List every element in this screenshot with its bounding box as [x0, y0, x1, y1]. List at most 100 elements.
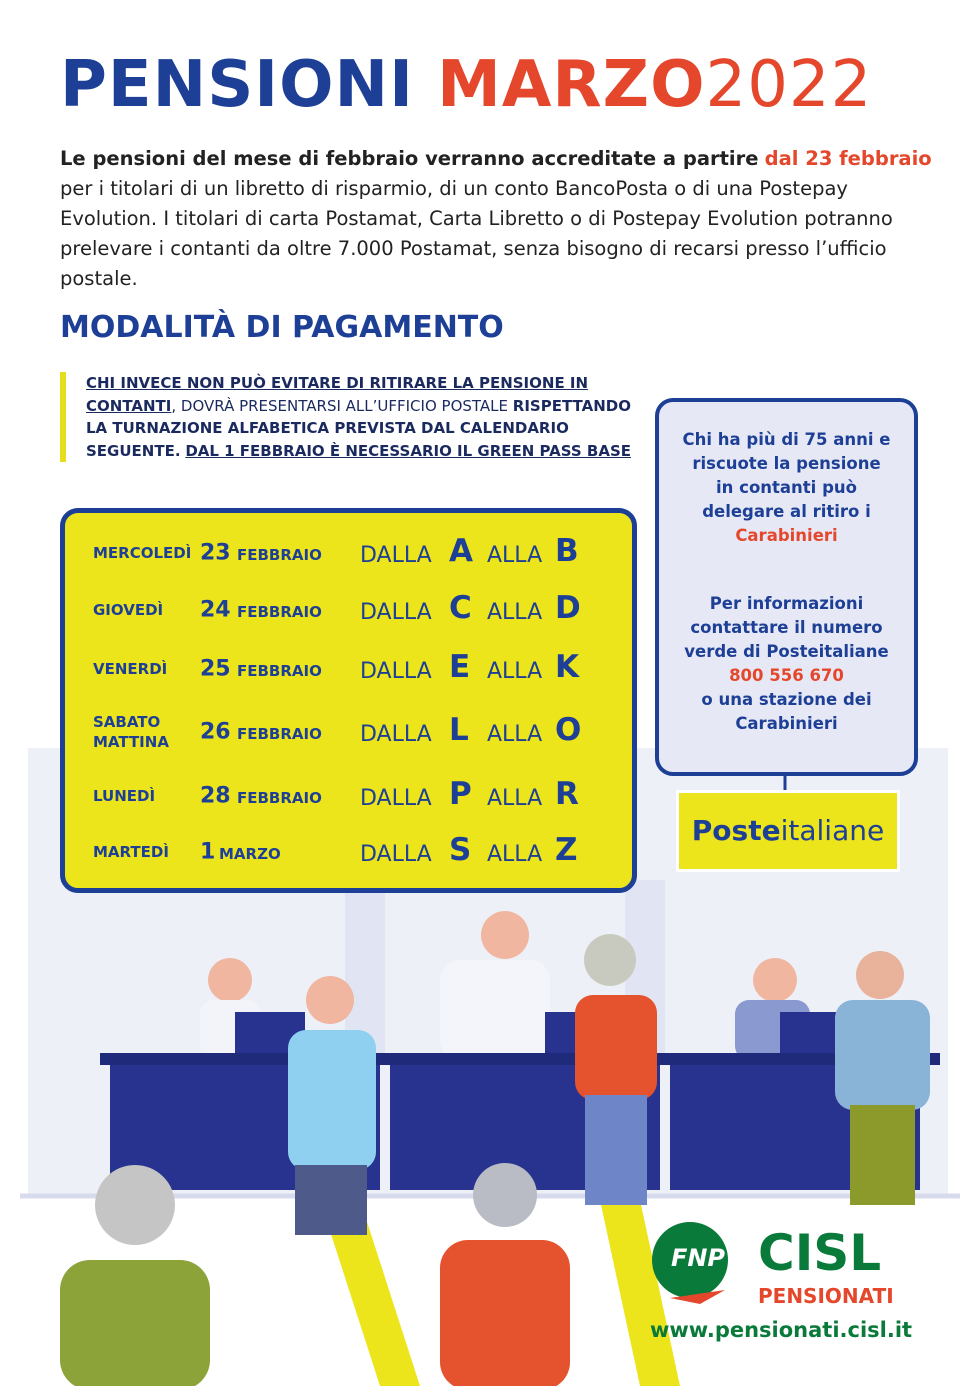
notice-text: CHI INVECE NON PUÒ EVITARE DI RITIRARE L…	[86, 374, 589, 415]
title: PENSIONI MARZO2022	[60, 48, 872, 122]
row-from-letter: A	[449, 533, 473, 570]
person	[850, 1105, 915, 1205]
logo-badge	[652, 1222, 728, 1298]
logo-swoosh	[670, 1290, 725, 1304]
row-to-letter: D	[555, 590, 581, 627]
person	[473, 1163, 537, 1227]
floor-stripe	[600, 1200, 680, 1386]
info-text: Chi ha più di 75 anni e riscuote la pens…	[681, 428, 892, 548]
row-from-letter: E	[449, 649, 471, 686]
row-from-letter: P	[449, 776, 472, 813]
row-from-letter: L	[449, 712, 469, 749]
row-from-word: DALLA	[360, 543, 432, 568]
title-year: 2022	[705, 48, 873, 122]
row-date: 24	[200, 597, 231, 623]
info-box: Chi ha più di 75 anni e riscuote la pens…	[655, 398, 918, 776]
info-highlight: Carabinieri	[735, 526, 838, 545]
row-to-letter: K	[555, 649, 580, 686]
person	[575, 995, 657, 1100]
info-text: Per informazioni contattare il numero ve…	[681, 592, 892, 736]
person	[440, 1240, 570, 1386]
notice-text: , DOVRÀ PRESENTARSI ALL’UFFICIO POSTALE	[171, 396, 508, 415]
row-from-word: DALLA	[360, 600, 432, 625]
intro-lead: Le pensioni del mese di febbraio verrann…	[60, 147, 759, 170]
row-from-word: DALLA	[360, 842, 432, 867]
row-month: FEBBRAIO	[237, 602, 322, 621]
row-from-letter: S	[449, 832, 472, 869]
schedule-row: MARTEDÌ 1 MARZO DALLA S ALLA Z	[65, 827, 632, 877]
row-month: FEBBRAIO	[237, 788, 322, 807]
schedule-row: GIOVEDÌ 24 FEBBRAIO DALLA C ALLA D	[65, 585, 632, 635]
row-month: FEBBRAIO	[237, 545, 322, 564]
sign-light: italiane	[780, 814, 885, 847]
intro-highlight: dal 23 febbraio	[764, 147, 932, 170]
person	[835, 1000, 930, 1110]
row-from-word: DALLA	[360, 722, 432, 747]
person	[481, 911, 529, 959]
row-from-letter: C	[449, 590, 472, 627]
info-brand: Posteitaliane	[766, 642, 889, 661]
logo-badge-text: FNP	[670, 1244, 726, 1272]
row-to-word: ALLA	[487, 842, 543, 867]
info-text: Chi ha più di 75 anni e riscuote la pens…	[682, 430, 891, 521]
schedule-row: MERCOLEDÌ 23 FEBBRAIO DALLA A ALLA B	[65, 528, 632, 578]
row-date: 28	[200, 783, 231, 809]
poste-sign: Posteitaliane	[676, 790, 900, 872]
notice-text: DAL 1 FEBBRAIO È NECESSARIO IL GREEN PAS…	[185, 441, 632, 460]
row-to-letter: R	[555, 776, 579, 813]
counter-top	[100, 1053, 940, 1065]
title-word: MARZO	[437, 48, 706, 122]
row-day: SABATO MATTINA	[93, 713, 169, 751]
row-to-letter: B	[555, 533, 579, 570]
logo: FNP CISL PENSIONATI www.pensionati.cisl.…	[650, 1222, 920, 1352]
row-day: MARTEDÌ	[93, 843, 169, 861]
row-day: GIOVEDÌ	[93, 601, 164, 619]
intro: Le pensioni del mese di febbraio verrann…	[60, 144, 940, 294]
row-to-word: ALLA	[487, 722, 543, 747]
row-month: MARZO	[219, 844, 281, 863]
schedule-row: LUNEDÌ 28 FEBBRAIO DALLA P ALLA R	[65, 771, 632, 821]
person	[208, 958, 252, 1002]
row-to-letter: Z	[555, 832, 578, 869]
row-to-word: ALLA	[487, 659, 543, 684]
row-date: 26	[200, 719, 231, 745]
row-month: FEBBRAIO	[237, 724, 322, 743]
person	[440, 960, 550, 1060]
row-from-word: DALLA	[360, 786, 432, 811]
notice: CHI INVECE NON PUÒ EVITARE DI RITIRARE L…	[60, 372, 646, 462]
row-to-word: ALLA	[487, 786, 543, 811]
info-phone: 800 556 670	[729, 666, 844, 685]
person	[584, 934, 636, 986]
row-day: MERCOLEDÌ	[93, 544, 192, 562]
row-day: LUNEDÌ	[93, 787, 156, 805]
title-word: PENSIONI	[60, 48, 414, 122]
person	[585, 1095, 647, 1205]
person	[95, 1165, 175, 1245]
notice-text: RISPETTANDO LA TURNAZIONE ALFABETICA PRE…	[86, 396, 631, 460]
person	[288, 1030, 376, 1170]
intro-body: per i titolari di un libretto di risparm…	[60, 177, 893, 290]
person	[60, 1260, 210, 1386]
sign-bold: Poste	[691, 814, 781, 847]
row-to-word: ALLA	[487, 543, 543, 568]
logo-subtitle: PENSIONATI	[758, 1284, 894, 1308]
row-to-word: ALLA	[487, 600, 543, 625]
row-from-word: DALLA	[360, 659, 432, 684]
row-to-letter: O	[555, 712, 582, 749]
info-text: Per informazioni contattare il numero ve…	[684, 594, 883, 661]
schedule: MERCOLEDÌ 23 FEBBRAIO DALLA A ALLA B GIOVEDÌ 24 F…	[60, 508, 637, 893]
schedule-row: SABATO MATTINA 26 FEBBRAIO DALLA L ALLA O	[65, 707, 632, 757]
schedule-row: VENERDÌ 25 FEBBRAIO DALLA E ALLA K	[65, 644, 632, 694]
row-date: 1	[200, 839, 216, 865]
row-month: FEBBRAIO	[237, 661, 322, 680]
logo-url: www.pensionati.cisl.it	[650, 1318, 913, 1342]
person	[306, 976, 354, 1024]
person	[856, 951, 904, 999]
row-date: 23	[200, 540, 231, 566]
section-heading: MODALITÀ DI PAGAMENTO	[60, 310, 504, 345]
row-date: 25	[200, 656, 231, 682]
person	[295, 1165, 367, 1235]
row-day: VENERDÌ	[93, 660, 168, 678]
person	[753, 958, 797, 1002]
